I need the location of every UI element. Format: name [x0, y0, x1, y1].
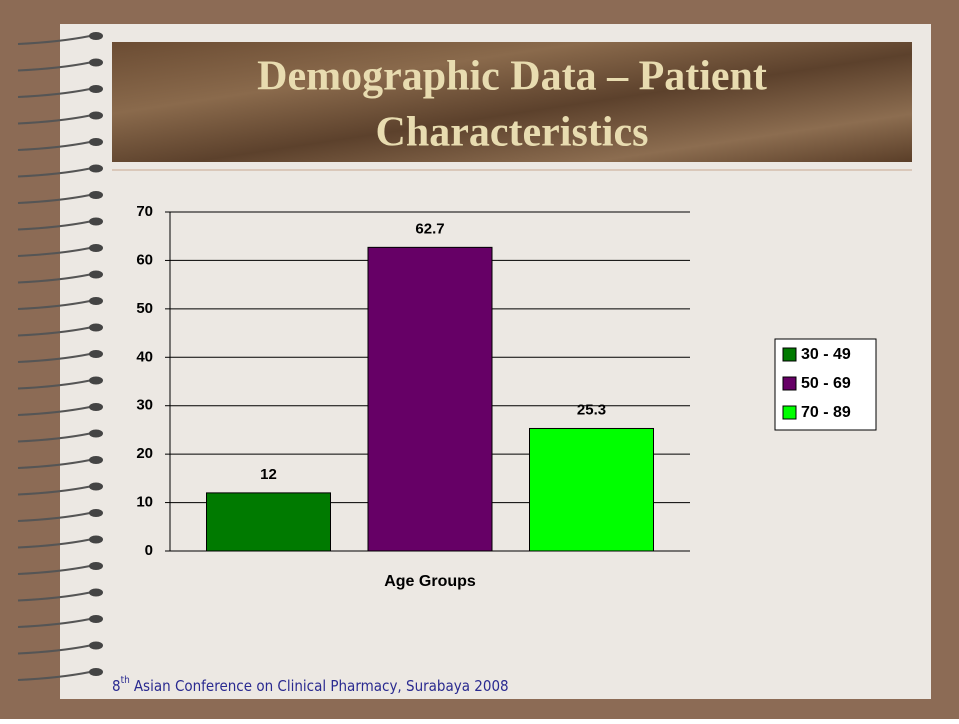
slide: Demographic Data – Patient Characteristi… — [0, 0, 959, 719]
slide-title: Characteristics — [376, 110, 649, 156]
ring-hole — [89, 509, 103, 517]
ring-hole — [89, 589, 103, 597]
footer: 8th Asian Conference on Clinical Pharmacy… — [112, 675, 509, 695]
y-tick-label: 0 — [145, 542, 153, 559]
bar — [530, 428, 654, 551]
footer-number: 8 — [112, 677, 121, 695]
value-label: 62.7 — [415, 220, 444, 237]
y-tick-label: 30 — [136, 397, 153, 414]
legend-label: 70 - 89 — [801, 404, 851, 421]
ring-hole — [89, 324, 103, 332]
ring-hole — [89, 138, 103, 146]
slide-title: Demographic Data – Patient — [257, 54, 767, 100]
ring-hole — [89, 483, 103, 491]
legend-label: 50 - 69 — [801, 375, 851, 392]
ring-hole — [89, 430, 103, 438]
x-axis-label: Age Groups — [384, 573, 476, 590]
ring-hole — [89, 456, 103, 464]
ring-hole — [89, 32, 103, 40]
ring-hole — [89, 377, 103, 385]
page: Demographic Data – Patient Characteristi… — [0, 0, 959, 719]
ring-hole — [89, 191, 103, 199]
legend-swatch — [783, 406, 796, 419]
ring-hole — [89, 244, 103, 252]
legend-label: 30 - 49 — [801, 346, 851, 363]
ring-hole — [89, 112, 103, 120]
y-tick-label: 20 — [136, 445, 153, 462]
y-tick-label: 60 — [136, 251, 153, 268]
ring-hole — [89, 165, 103, 173]
ring-hole — [89, 59, 103, 67]
bar — [368, 247, 492, 551]
ring-hole — [89, 85, 103, 93]
legend-swatch — [783, 377, 796, 390]
ring-hole — [89, 297, 103, 305]
ring-hole — [89, 642, 103, 650]
ring-hole — [89, 562, 103, 570]
y-tick-label: 70 — [136, 203, 153, 220]
ring-hole — [89, 350, 103, 358]
ring-hole — [89, 668, 103, 676]
bar — [207, 493, 331, 551]
footer-text: Asian Conference on Clinical Pharmacy, S… — [134, 677, 509, 695]
y-tick-label: 40 — [136, 348, 153, 365]
ring-hole — [89, 403, 103, 411]
footer-superscript: th — [121, 675, 130, 686]
value-label: 12 — [260, 466, 277, 483]
ring-hole — [89, 615, 103, 623]
ring-hole — [89, 218, 103, 226]
ring-hole — [89, 271, 103, 279]
value-label: 25.3 — [577, 401, 606, 418]
y-tick-label: 10 — [136, 494, 153, 511]
y-tick-label: 50 — [136, 300, 153, 317]
legend-swatch — [783, 348, 796, 361]
ring-hole — [89, 536, 103, 544]
